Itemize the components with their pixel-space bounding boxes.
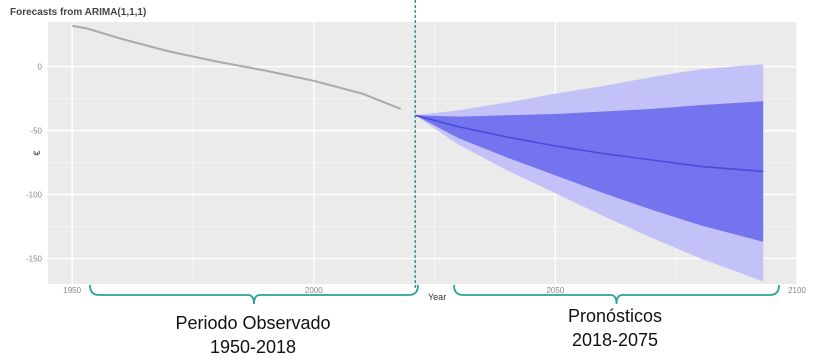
tick-labels: 1950 2000 2050 2100 0 -50 -100 -150	[26, 63, 806, 295]
series-lines	[72, 0, 764, 290]
forecast-mean-line	[415, 114, 764, 173]
x-tick-label: 2050	[546, 286, 564, 295]
y-tick-label: 0	[38, 63, 43, 72]
observed-period-years: 1950-2018	[210, 337, 296, 357]
y-tick-label: -50	[30, 127, 42, 136]
observed-period-label: Periodo Observado	[175, 313, 330, 333]
forecast-period-label: Pronósticos	[568, 306, 662, 326]
observed-period-bracket	[89, 284, 419, 305]
x-tick-label: 2100	[788, 286, 806, 295]
period-brackets	[89, 284, 780, 305]
y-axis-label: €	[32, 150, 42, 155]
x-tick-label: 2000	[305, 286, 323, 295]
y-tick-label: -150	[26, 254, 43, 263]
x-axis-label: Year	[428, 292, 446, 302]
x-tick-label: 1950	[63, 286, 81, 295]
observed-line	[72, 24, 402, 110]
forecast-period-bracket	[453, 284, 780, 305]
chart-title: Forecasts from ARIMA(1,1,1)	[10, 7, 146, 18]
forecast-period-years: 2018-2075	[572, 330, 658, 350]
y-tick-label: -100	[26, 191, 43, 200]
